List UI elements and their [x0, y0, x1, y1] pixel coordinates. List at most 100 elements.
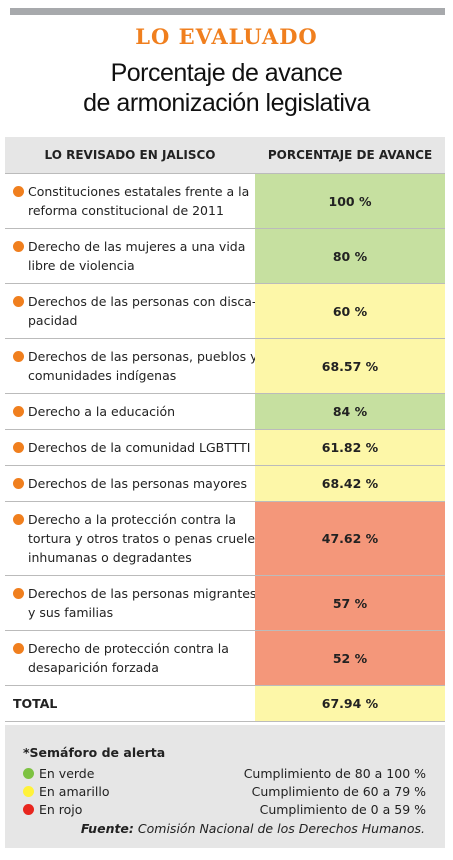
row-value: 60 %: [255, 284, 445, 338]
label-lines: Constituciones estatales frente a la refo…: [28, 182, 249, 220]
top-bar: [10, 8, 445, 15]
source-label: Fuente:: [80, 821, 134, 836]
row-label: Derecho de las mujeres a una vida libre d…: [5, 229, 255, 283]
label-line: comunidades indígenas: [28, 368, 177, 383]
label-line: Derechos de las personas mayores: [28, 476, 247, 491]
label-line: desaparición forzada: [28, 660, 159, 675]
label-line: Derechos de la comunidad LGBTTTI: [28, 440, 251, 455]
table-row: Derechos de las personas, pueblos y comun…: [5, 339, 445, 394]
label-lines: Derecho de protección contra la desaparic…: [28, 639, 229, 677]
row-value: 100 %: [255, 174, 445, 228]
table-row: Derecho a la protección contra la tortura…: [5, 502, 445, 576]
row-label: Derechos de las personas mayores: [5, 466, 255, 501]
bullet: [13, 406, 24, 417]
label-lines: Derechos de las personas con disca-pacid…: [28, 292, 256, 330]
source-text: Comisión Nacional de los Derechos Humano…: [137, 821, 425, 836]
label-line: tortura y otros tratos o penas crueles,: [28, 531, 266, 546]
bullet: [13, 186, 24, 197]
row-label: Derecho de protección contra la desaparic…: [5, 631, 255, 685]
column-header: PORCENTAJE DE AVANCE: [267, 148, 433, 162]
legend-label: En rojo: [39, 802, 83, 817]
bullet: [13, 478, 24, 489]
label-lines: Derechos de las personas migrantes y sus …: [28, 584, 256, 622]
kicker: LO EVALUADO: [135, 24, 318, 49]
table-row: Derecho de protección contra la desaparic…: [5, 631, 445, 686]
label-line: Derecho a la protección contra la: [28, 512, 237, 527]
legend-key: En rojo: [23, 802, 82, 817]
row-value: 57 %: [255, 576, 445, 630]
row-label: Derecho a la protección contra la tortura…: [5, 502, 266, 575]
legend-item: En verde Cumplimiento de 80 a 100 %: [23, 766, 426, 781]
table-row: Derechos de las personas mayores 68.42 %: [5, 466, 445, 502]
label-line: libre de violencia: [28, 258, 135, 273]
row-value: 80 %: [255, 229, 445, 283]
row-label: Derechos de las personas, pueblos y comun…: [5, 339, 257, 393]
row-value: 52 %: [255, 631, 445, 685]
legend-description: Cumplimiento de 0 a 59 %: [259, 802, 426, 817]
label-lines: Derechos de las personas, pueblos y comun…: [28, 347, 257, 385]
row-label: Derechos de las personas migrantes y sus …: [5, 576, 256, 630]
legend-key: En amarillo: [23, 784, 110, 799]
legend-item: En amarillo Cumplimiento de 60 a 79 %: [23, 784, 426, 799]
bullet: [13, 241, 24, 252]
source: Fuente: Comisión Nacional de los Derecho…: [81, 821, 425, 836]
label-lines: Derechos de la comunidad LGBTTTI: [28, 438, 250, 457]
legend-label: En amarillo: [39, 784, 110, 799]
label-line: Derecho a la educación: [28, 404, 176, 419]
label-lines: Derecho a la educación: [28, 402, 175, 421]
title-line: Porcentaje de avance: [110, 59, 343, 87]
title-line: de armonización legislativa: [83, 89, 370, 117]
label-line: inhumanas o degradantes: [28, 550, 192, 565]
label-line: Derechos de las personas, pueblos y: [28, 349, 258, 364]
legend-key: En verde: [23, 766, 94, 781]
bullet: [13, 351, 24, 362]
bullet: [13, 442, 24, 453]
table-row: Derecho de las mujeres a una vida libre d…: [5, 229, 445, 284]
label-lines: Derecho de las mujeres a una vida libre d…: [28, 237, 245, 275]
total-label: TOTAL: [13, 696, 58, 711]
bullet: [13, 514, 24, 525]
row-value: 68.42 %: [255, 466, 445, 501]
bullet: [13, 296, 24, 307]
label-lines: Derecho a la protección contra la tortura…: [28, 510, 266, 567]
row-value: 47.62 %: [255, 502, 445, 575]
label-lines: Derechos de las personas mayores: [28, 474, 247, 493]
legend-description: Cumplimiento de 60 a 79 %: [251, 784, 426, 799]
row-value: 68.57 %: [255, 339, 445, 393]
bullet: [13, 588, 24, 599]
row-value: 61.82 %: [255, 430, 445, 465]
table-row: Derechos de la comunidad LGBTTTI 61.82 %: [5, 430, 445, 466]
label-line: Constituciones estatales frente a la: [28, 184, 250, 199]
label-line: Derechos de las personas migrantes: [28, 586, 257, 601]
total-value: 67.94 %: [255, 686, 445, 721]
label-line: reforma constitucional de 2011: [28, 203, 224, 218]
legend-label: En verde: [39, 766, 95, 781]
label-line: Derecho de protección contra la: [28, 641, 229, 656]
title: Porcentaje de avance de armonización leg…: [0, 58, 453, 118]
label-line: Derechos de las personas con disca-: [28, 294, 257, 309]
row-label: Derechos de la comunidad LGBTTTI: [5, 430, 255, 465]
row-value: 84 %: [255, 394, 445, 429]
label-line: y sus familias: [28, 605, 114, 620]
label-line: pacidad: [28, 313, 78, 328]
legend-item: En rojo Cumplimiento de 0 a 59 %: [23, 802, 426, 817]
legend-dot: [23, 804, 34, 815]
legend-dot: [23, 786, 34, 797]
legend-description: Cumplimiento de 80 a 100 %: [243, 766, 426, 781]
legend-dot: [23, 768, 34, 779]
table-row: Derechos de las personas migrantes y sus …: [5, 576, 445, 631]
label-line: Derecho de las mujeres a una vida: [28, 239, 246, 254]
row-label: Derecho a la educación: [5, 394, 255, 429]
column-header: LO REVISADO EN JALISCO: [44, 147, 216, 162]
row-label: Derechos de las personas con disca-pacid…: [5, 284, 256, 338]
row-label: Constituciones estatales frente a la refo…: [5, 174, 255, 228]
legend: *Semáforo de alerta Fuente: Comisión Nac…: [5, 725, 445, 848]
table-row: Derecho a la educación 84 %: [5, 394, 445, 430]
table-row: Derechos de las personas con disca-pacid…: [5, 284, 445, 339]
bullet: [13, 643, 24, 654]
table-row: Constituciones estatales frente a la refo…: [5, 174, 445, 229]
total-row: TOTAL 67.94 %: [5, 686, 445, 722]
table: LO REVISADO EN JALISCO PORCENTAJE DE AVA…: [5, 137, 445, 722]
table-header: LO REVISADO EN JALISCO PORCENTAJE DE AVA…: [5, 137, 445, 174]
